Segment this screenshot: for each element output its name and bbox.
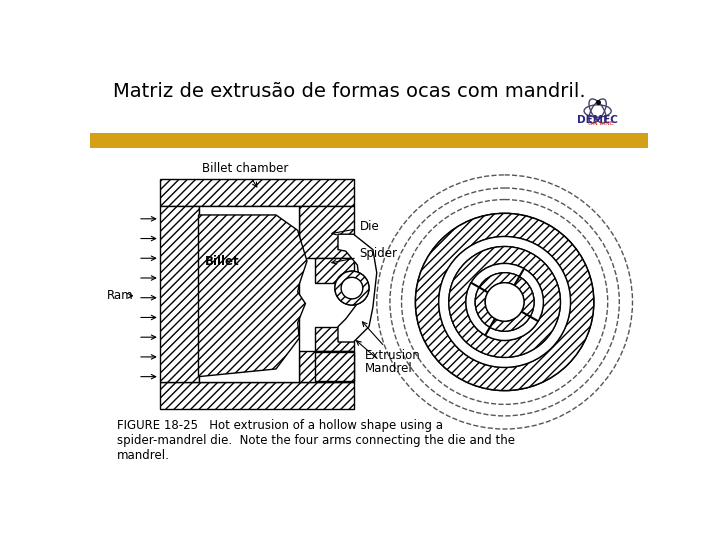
Bar: [315, 327, 354, 351]
Text: Ram: Ram: [107, 289, 134, 302]
Wedge shape: [475, 273, 534, 331]
Bar: [160, 206, 199, 382]
Wedge shape: [335, 271, 369, 305]
Circle shape: [485, 283, 524, 321]
Text: Mandrel: Mandrel: [356, 341, 413, 375]
Bar: [300, 351, 354, 382]
Bar: [300, 206, 354, 258]
Text: DEMEC: DEMEC: [577, 115, 618, 125]
Bar: [315, 258, 354, 283]
Bar: [90, 132, 648, 148]
Text: Die: Die: [332, 220, 379, 235]
Wedge shape: [415, 213, 594, 390]
Bar: [160, 179, 354, 206]
Bar: [315, 352, 354, 381]
Text: Matriz de extrusão de formas ocas com mandril.: Matriz de extrusão de formas ocas com ma…: [113, 82, 586, 101]
Polygon shape: [338, 234, 377, 342]
Text: Extrusion: Extrusion: [362, 322, 421, 362]
Circle shape: [438, 237, 570, 367]
Text: FIGURE 18-25   Hot extrusion of a hollow shape using a
spider-mandrel die.  Note: FIGURE 18-25 Hot extrusion of a hollow s…: [117, 419, 515, 462]
Text: Billet chamber: Billet chamber: [202, 162, 289, 187]
Bar: [199, 206, 300, 382]
Circle shape: [335, 271, 369, 305]
Text: ON LINE: ON LINE: [588, 121, 613, 126]
Circle shape: [466, 264, 544, 340]
Bar: [160, 382, 354, 409]
Text: Billet: Billet: [204, 255, 239, 268]
Polygon shape: [199, 215, 307, 377]
Wedge shape: [449, 247, 560, 357]
Text: Spider: Spider: [332, 247, 397, 264]
